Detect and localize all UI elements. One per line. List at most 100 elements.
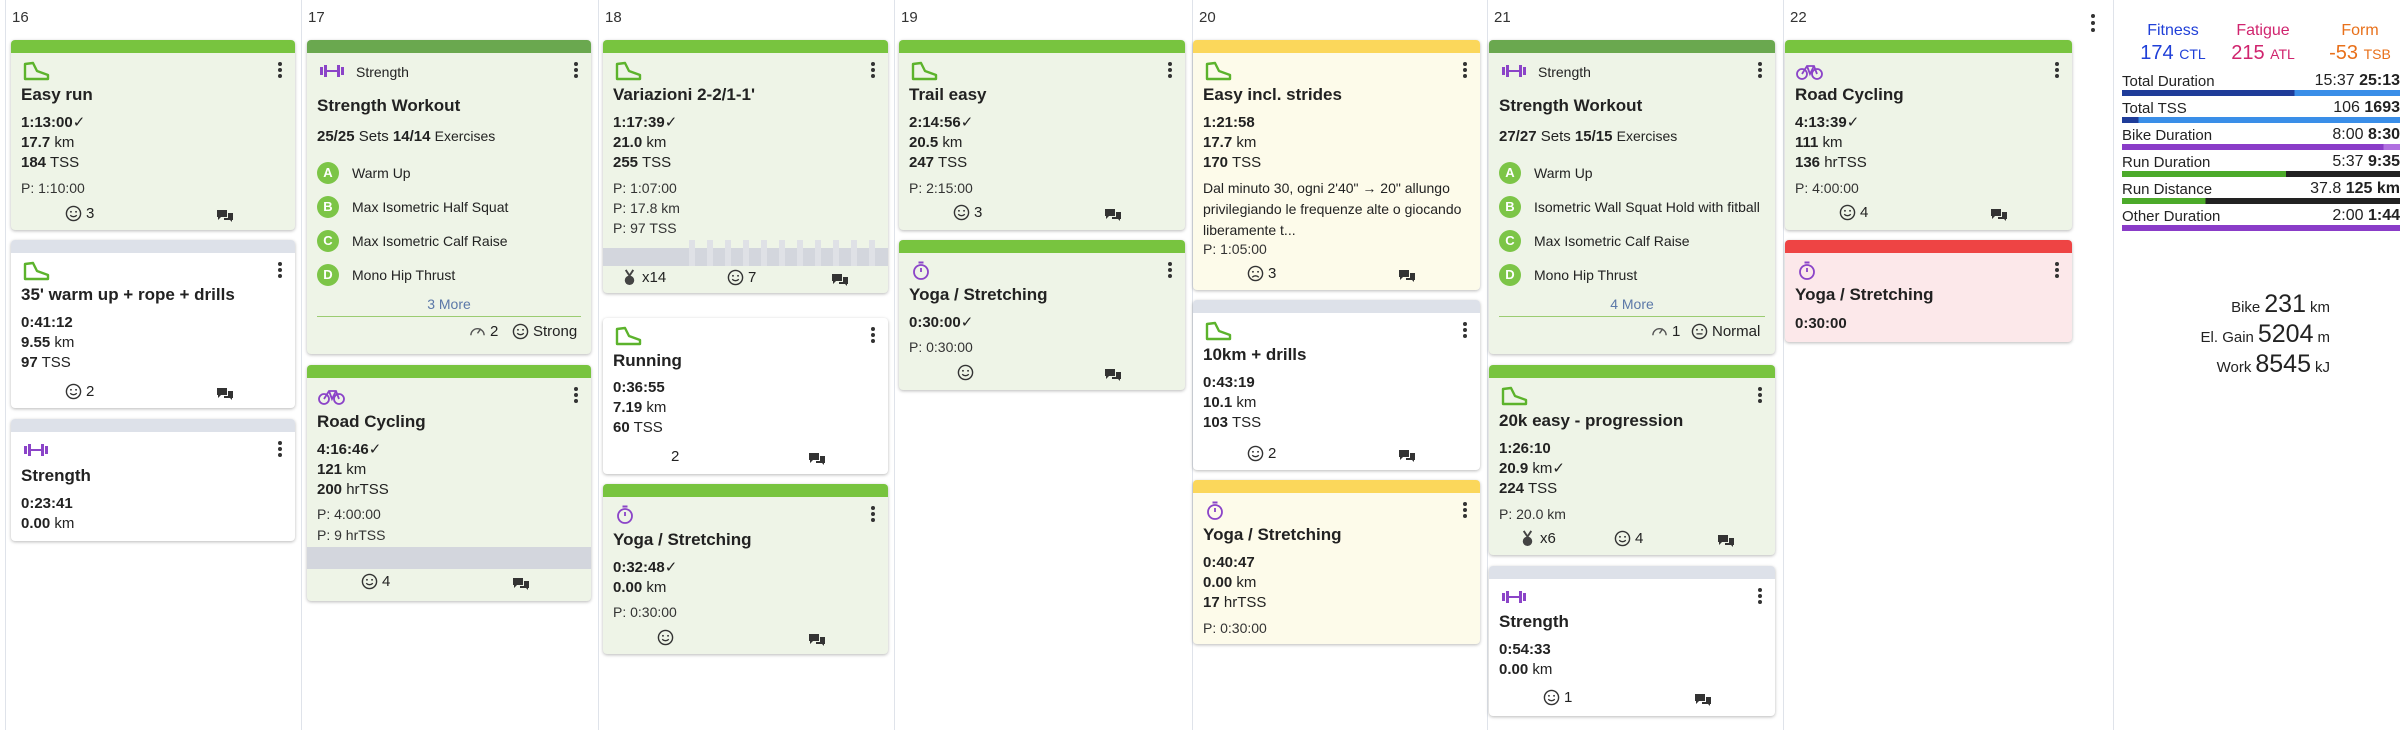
workout-card[interactable]: Yoga / Stretching 0:30:00✓ P: 0:30:00 <box>899 240 1185 390</box>
card-menu-icon[interactable] <box>1757 62 1763 78</box>
feel-indicator[interactable]: 4 <box>1614 530 1643 547</box>
day-column-20: 20 <box>1192 0 1487 730</box>
workout-title: Easy incl. strides <box>1203 85 1342 104</box>
exercise-item[interactable]: A Warm Up <box>317 158 581 186</box>
feel-indicator[interactable]: 1 <box>1543 689 1572 706</box>
workout-card[interactable]: Yoga / Stretching 0:32:48✓ 0.00 km P: 0:… <box>603 484 888 654</box>
feel-indicator[interactable]: Strong <box>512 323 577 340</box>
exercise-item[interactable]: D Mono Hip Thrust <box>317 260 581 288</box>
exercise-item[interactable]: C Max Isometric Calf Raise <box>1499 226 1765 254</box>
load: 60 <box>613 419 630 436</box>
workout-title: Running <box>613 351 682 370</box>
smiley-icon <box>957 364 974 381</box>
stopwatch-icon <box>1799 261 1815 280</box>
workout-card[interactable]: Variazioni 2-2/1-1' 1:17:39✓ 21.0 km 255… <box>603 40 888 293</box>
feel-indicator[interactable]: 4 <box>361 573 390 590</box>
distance: 10.1 <box>1203 394 1233 411</box>
card-menu-icon[interactable] <box>573 387 579 403</box>
card-menu-icon[interactable] <box>277 441 283 457</box>
feel-indicator[interactable]: 3 <box>1247 265 1276 282</box>
medals-indicator[interactable]: x6 <box>1519 530 1556 547</box>
feel-indicator[interactable]: 7 <box>727 269 756 286</box>
comments-icon[interactable] <box>831 273 849 287</box>
more-exercises-link[interactable]: 4 More <box>1610 296 1654 312</box>
completed-check-icon: ✓ <box>664 559 678 576</box>
workout-card[interactable]: 20k easy - progression 1:26:10 20.9 km✓ … <box>1489 365 1775 555</box>
workout-card[interactable]: Running 0:36:55 7.19 km 60 TSS 2 <box>603 318 888 474</box>
comments-icon[interactable] <box>1717 534 1735 548</box>
comments-icon[interactable] <box>512 577 530 591</box>
comments-icon[interactable] <box>808 452 826 466</box>
card-menu-icon[interactable] <box>277 62 283 78</box>
week-menu-icon[interactable] <box>2090 14 2096 36</box>
form-metric[interactable]: Form -53 TSB <box>2329 22 2391 64</box>
card-menu-icon[interactable] <box>2054 262 2060 278</box>
exercise-item[interactable]: B Isometric Wall Squat Hold with fitball <box>1499 192 1765 220</box>
dumbbell-icon <box>1502 65 1526 77</box>
workout-card[interactable]: Yoga / Stretching 0:40:47 0.00 km 17 hrT… <box>1193 480 1480 644</box>
exercise-item[interactable]: D Mono Hip Thrust <box>1499 260 1765 288</box>
comments-icon[interactable] <box>1694 693 1712 707</box>
card-menu-icon[interactable] <box>573 62 579 78</box>
comments-icon[interactable] <box>808 633 826 647</box>
feel-indicator[interactable]: 2 <box>1247 445 1276 462</box>
feel-indicator[interactable]: 2 <box>65 383 94 400</box>
comments-icon[interactable] <box>1104 208 1122 222</box>
workout-card[interactable]: Easy run 1:13:00✓ 17.7 km 184 TSS P: 1:1… <box>11 40 295 230</box>
comments-icon[interactable] <box>1104 368 1122 382</box>
card-menu-icon[interactable] <box>1462 502 1468 518</box>
feel-indicator[interactable]: 2 <box>671 448 680 465</box>
workout-card[interactable]: Trail easy 2:14:56✓ 20.5 km 247 TSS P: 2… <box>899 40 1185 230</box>
feel-indicator[interactable]: 3 <box>65 205 94 222</box>
card-menu-icon[interactable] <box>1757 588 1763 604</box>
more-exercises-link[interactable]: 3 More <box>427 296 471 312</box>
fitness-metric[interactable]: Fitness 174 CTL <box>2140 22 2206 64</box>
duration: 0:36:55 <box>613 379 665 396</box>
fatigue-metric[interactable]: Fatigue 215 ATL <box>2231 22 2295 64</box>
rpe-indicator[interactable]: 2 <box>469 323 498 340</box>
card-menu-icon[interactable] <box>870 62 876 78</box>
workout-card[interactable]: Strength 0:54:33 0.00 km 1 <box>1489 566 1775 716</box>
workout-card[interactable]: Easy incl. strides 1:21:58 17.7 km 170 T… <box>1193 40 1480 290</box>
feel-indicator[interactable] <box>657 629 674 646</box>
workout-title: 20k easy - progression <box>1499 411 1684 430</box>
workout-card[interactable]: Road Cycling 4:16:46✓ 121 km 200 hrTSS P… <box>307 365 591 601</box>
comments-icon[interactable] <box>216 209 234 223</box>
workout-card[interactable]: Road Cycling 4:13:39✓ 111 km 136 hrTSS P… <box>1785 40 2072 230</box>
card-menu-icon[interactable] <box>870 506 876 522</box>
card-menu-icon[interactable] <box>1462 62 1468 78</box>
feel-indicator[interactable]: 4 <box>1839 204 1868 221</box>
comments-icon[interactable] <box>1990 208 2008 222</box>
exercise-item[interactable]: A Warm Up <box>1499 158 1765 186</box>
divider <box>1499 316 1765 317</box>
workout-card[interactable]: Strength Strength Workout 25/25 Sets 14/… <box>307 40 591 354</box>
workout-card[interactable]: Strength Strength Workout 27/27 Sets 15/… <box>1489 40 1775 354</box>
run-shoe-icon <box>1205 321 1232 341</box>
card-menu-icon[interactable] <box>277 262 283 278</box>
summary-row: Total Duration 15:37 25:13 <box>2122 69 2400 96</box>
smiley-icon <box>1839 204 1856 221</box>
feel-indicator[interactable] <box>957 364 974 381</box>
dumbbell-icon <box>320 65 344 77</box>
medals-indicator[interactable]: x14 <box>621 269 666 286</box>
feel-indicator[interactable]: Normal <box>1691 323 1760 340</box>
comments-icon[interactable] <box>216 387 234 401</box>
card-menu-icon[interactable] <box>870 327 876 343</box>
card-menu-icon[interactable] <box>1462 322 1468 338</box>
workout-title: Yoga / Stretching <box>613 530 752 549</box>
card-menu-icon[interactable] <box>1167 262 1173 278</box>
card-menu-icon[interactable] <box>1167 62 1173 78</box>
completed-check-icon: ✓ <box>72 114 86 131</box>
workout-card[interactable]: Yoga / Stretching 0:30:00 <box>1785 240 2072 342</box>
rpe-indicator[interactable]: 1 <box>1651 323 1680 340</box>
card-menu-icon[interactable] <box>1757 387 1763 403</box>
exercise-item[interactable]: C Max Isometric Calf Raise <box>317 226 581 254</box>
exercise-item[interactable]: B Max Isometric Half Squat <box>317 192 581 220</box>
workout-card[interactable]: Strength 0:23:41 0.00 km <box>11 419 295 541</box>
workout-card[interactable]: 10km + drills 0:43:19 10.1 km 103 TSS 2 <box>1193 300 1480 470</box>
feel-indicator[interactable]: 3 <box>953 204 982 221</box>
card-menu-icon[interactable] <box>2054 62 2060 78</box>
comments-icon[interactable] <box>1398 269 1416 283</box>
workout-card[interactable]: 35' warm up + rope + drills 0:41:12 9.55… <box>11 240 295 408</box>
comments-icon[interactable] <box>1398 449 1416 463</box>
